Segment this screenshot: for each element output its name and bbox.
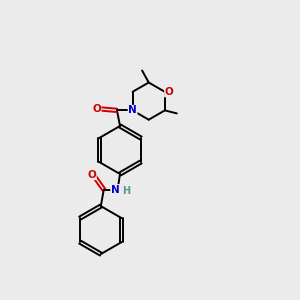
Text: N: N [128,105,137,116]
Text: O: O [165,87,173,97]
Text: O: O [87,169,96,180]
Text: O: O [92,104,101,114]
Text: H: H [122,185,130,196]
Text: N: N [111,184,120,195]
